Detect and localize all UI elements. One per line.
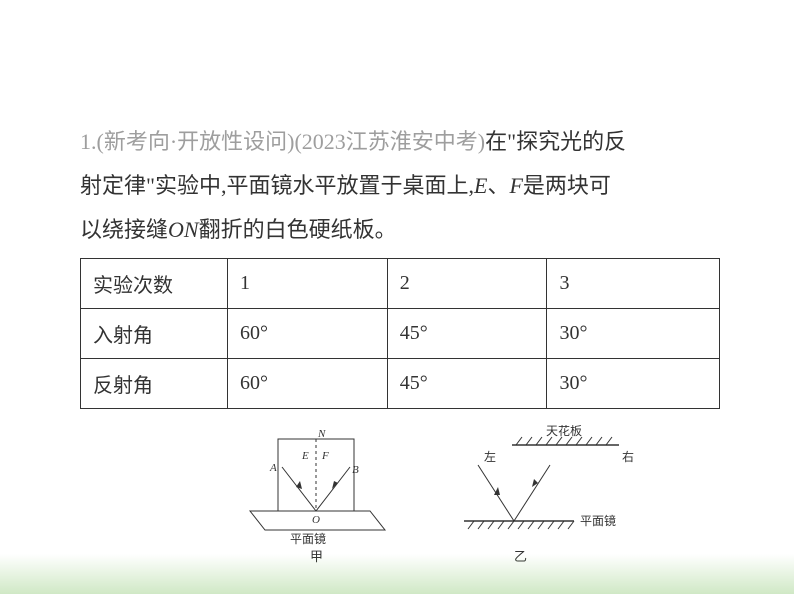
- cell: 入射角: [81, 309, 228, 359]
- ceiling-hatch: [516, 437, 612, 445]
- body-e: 翻折的白色硬纸板。: [199, 217, 397, 242]
- page-container: 1.(新考向·开放性设问)(2023江苏淮安中考)在"探究光的反 射定律"实验中…: [0, 0, 794, 594]
- body-c: 是两块可: [523, 173, 611, 198]
- body-a: 在"探究光的反: [485, 129, 626, 154]
- diagram-jia: N E F A B O 平面镜 甲: [230, 425, 400, 570]
- body-b: 射定律"实验中,平面镜水平放置于桌面上,: [80, 173, 474, 198]
- table-row: 入射角 60° 45° 30°: [81, 309, 720, 359]
- mirror-hatch: [468, 521, 574, 529]
- cell: 45°: [387, 309, 547, 359]
- mirror-label-2: 平面镜: [580, 513, 616, 528]
- cell: 2: [387, 259, 547, 309]
- cell: 实验次数: [81, 259, 228, 309]
- var-on: ON: [168, 217, 199, 242]
- table-row: 实验次数 1 2 3: [81, 259, 720, 309]
- cell: 30°: [547, 359, 720, 409]
- question-number: 1.: [80, 129, 97, 154]
- diagram-yi: 天花板 左 右 平面镜: [444, 425, 644, 570]
- mirror-label: 平面镜: [290, 531, 326, 546]
- sep1: 、: [487, 173, 509, 198]
- question-text: 1.(新考向·开放性设问)(2023江苏淮安中考)在"探究光的反 射定律"实验中…: [80, 120, 720, 252]
- label-f: F: [321, 450, 329, 462]
- label-a: A: [269, 462, 277, 474]
- right-label: 右: [622, 449, 634, 464]
- cell: 30°: [547, 309, 720, 359]
- ceiling-label: 天花板: [546, 425, 582, 438]
- cell: 60°: [227, 359, 387, 409]
- label-n: N: [317, 428, 326, 440]
- table-row: 反射角 60° 45° 30°: [81, 359, 720, 409]
- data-table-wrap: 实验次数 1 2 3 入射角 60° 45° 30° 反射角 60° 45° 3…: [80, 258, 720, 409]
- cell: 45°: [387, 359, 547, 409]
- question-tag: (新考向·开放性设问)(2023江苏淮安中考): [97, 129, 486, 154]
- body-d: 以绕接缝: [80, 217, 168, 242]
- cell: 3: [547, 259, 720, 309]
- label-b: B: [352, 464, 359, 476]
- cell: 1: [227, 259, 387, 309]
- bottom-gradient: [0, 554, 794, 594]
- var-f: F: [509, 173, 522, 198]
- var-e: E: [474, 173, 487, 198]
- reflected-ray-2: [514, 465, 550, 521]
- left-label: 左: [484, 449, 496, 464]
- diagram-yi-svg: 天花板 左 右 平面镜: [444, 425, 644, 565]
- label-o: O: [312, 514, 320, 526]
- cell: 反射角: [81, 359, 228, 409]
- diagrams-row: N E F A B O 平面镜 甲: [230, 425, 650, 565]
- diagram-jia-svg: N E F A B O 平面镜 甲: [230, 425, 400, 565]
- label-e: E: [301, 450, 309, 462]
- cell: 60°: [227, 309, 387, 359]
- data-table: 实验次数 1 2 3 入射角 60° 45° 30° 反射角 60° 45° 3…: [80, 258, 720, 409]
